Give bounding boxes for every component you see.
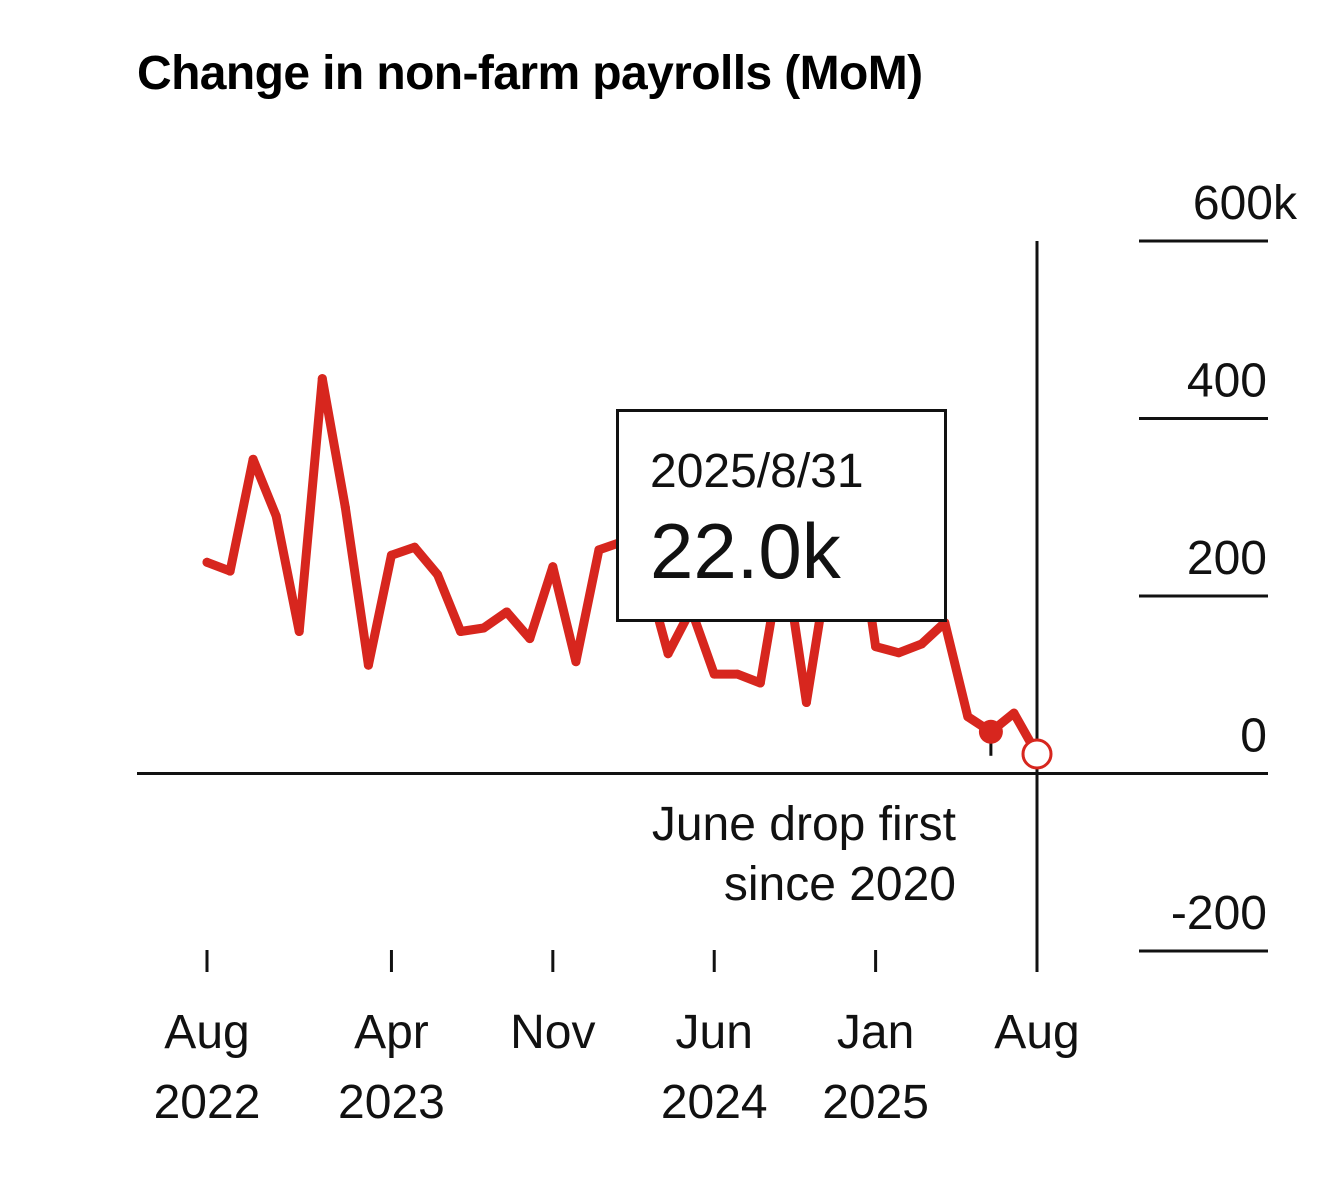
data-point	[663, 649, 673, 659]
tooltip-date: 2025/8/31	[650, 445, 864, 498]
data-point	[571, 657, 581, 667]
data-point	[202, 557, 212, 567]
data-point	[917, 639, 927, 649]
data-point	[755, 678, 765, 688]
x-tick-label-month: Nov	[510, 1006, 595, 1059]
data-point	[294, 627, 304, 636]
data-point	[433, 570, 443, 580]
data-point	[732, 669, 742, 679]
annotation-line-1: June drop first	[651, 798, 956, 851]
data-point	[225, 566, 235, 576]
data-point	[801, 698, 811, 707]
data-point	[894, 648, 904, 658]
data-point	[340, 502, 350, 512]
data-point	[479, 623, 489, 633]
y-tick-label: 400	[1187, 355, 1267, 408]
data-point	[386, 550, 396, 560]
data-point	[456, 627, 466, 636]
data-point	[525, 634, 535, 644]
y-axis: 600k 400 200 0 -200	[1139, 177, 1298, 953]
data-point	[709, 669, 719, 679]
x-axis: Aug 2022 Apr 2023 Nov Jun 2024 Jan 2025 Aug	[154, 950, 1080, 1129]
chart-title: Change in non-farm payrolls (MoM)	[137, 47, 923, 100]
x-tick-label-month: Jan	[837, 1006, 914, 1059]
data-point	[594, 545, 604, 555]
data-point	[871, 642, 881, 652]
data-point	[548, 562, 558, 572]
x-tick-label-year: 2024	[661, 1076, 768, 1129]
data-point	[317, 374, 327, 384]
low-point-marker	[978, 719, 1003, 744]
x-tick-label-year: 2025	[822, 1076, 929, 1129]
x-tick-label-month: Jun	[676, 1006, 753, 1059]
y-tick-label: 600k	[1193, 177, 1298, 230]
x-tick-label-year: 2023	[338, 1076, 445, 1129]
data-point	[1009, 708, 1019, 718]
annotation-line-2: since 2020	[723, 858, 956, 911]
data-point	[963, 712, 973, 722]
highlight-marker[interactable]	[1021, 738, 1053, 770]
data-point	[271, 511, 281, 521]
x-tick-label-month: Aug	[994, 1006, 1079, 1059]
y-tick-label: 200	[1187, 532, 1267, 585]
data-point	[410, 542, 419, 552]
y-tick-label: 0	[1240, 710, 1267, 763]
x-tick-label-month: Aug	[164, 1006, 249, 1059]
data-point	[502, 607, 512, 617]
data-point	[248, 454, 258, 464]
tooltip: 2025/8/31 22.0k	[616, 409, 947, 622]
y-tick-label: -200	[1171, 887, 1267, 940]
x-tick-label-year: 2022	[154, 1076, 261, 1129]
tooltip-value: 22.0k	[650, 507, 841, 595]
x-tick-label-month: Apr	[354, 1006, 429, 1059]
annotation: June drop first since 2020	[652, 795, 956, 915]
data-point	[363, 660, 373, 670]
